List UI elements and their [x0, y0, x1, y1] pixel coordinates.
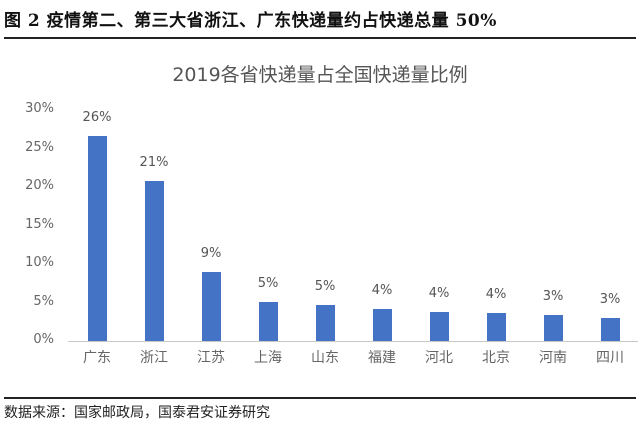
- bar: [258, 301, 278, 341]
- data-label: 4%: [485, 287, 507, 303]
- x-category-label: 江苏: [197, 350, 225, 366]
- bar: [201, 271, 221, 341]
- bar: [429, 311, 449, 341]
- data-label: 5%: [257, 275, 279, 291]
- data-label: 4%: [371, 282, 393, 298]
- x-category-label: 上海: [254, 350, 282, 366]
- x-category-label: 广东: [83, 350, 111, 366]
- bar: [486, 313, 506, 341]
- y-tick-label: 25%: [25, 139, 54, 155]
- x-category-label: 北京: [482, 350, 510, 366]
- bar: [315, 304, 335, 341]
- bar: [600, 317, 620, 341]
- x-category-label: 福建: [368, 350, 396, 366]
- y-tick-label: 30%: [25, 101, 54, 116]
- top-rule: [4, 37, 636, 39]
- y-tick-label: 5%: [33, 293, 54, 309]
- x-category-label: 浙江: [140, 350, 168, 366]
- figure-title: 图 2 疫情第二、第三大省浙江、广东快递量约占快递总量 50%: [4, 11, 497, 31]
- data-label: 21%: [139, 154, 169, 170]
- chart-title: 2019各省快递量占全国快递量比例: [172, 64, 468, 86]
- bottom-rule: [4, 397, 636, 399]
- bar: [87, 136, 107, 341]
- bar: [372, 308, 392, 341]
- data-label: 5%: [314, 278, 336, 294]
- data-label: 4%: [428, 285, 450, 301]
- x-category-label: 河北: [425, 350, 453, 366]
- data-label: 3%: [542, 288, 564, 304]
- y-tick-label: 10%: [25, 255, 54, 270]
- data-label: 26%: [82, 110, 112, 126]
- source-note: 数据来源：国家邮政局，国泰君安证券研究: [4, 405, 270, 421]
- bar: [543, 314, 563, 341]
- x-category-label: 四川: [596, 350, 624, 366]
- data-label: 9%: [200, 245, 222, 261]
- bar: [144, 180, 164, 341]
- y-tick-label: 15%: [25, 216, 54, 232]
- x-category-label: 山东: [311, 350, 339, 366]
- data-label: 3%: [599, 291, 621, 307]
- x-category-label: 河南: [539, 350, 567, 366]
- x-axis-line: [68, 341, 638, 342]
- y-tick-label: 20%: [25, 178, 54, 193]
- y-tick-label: 0%: [33, 332, 54, 347]
